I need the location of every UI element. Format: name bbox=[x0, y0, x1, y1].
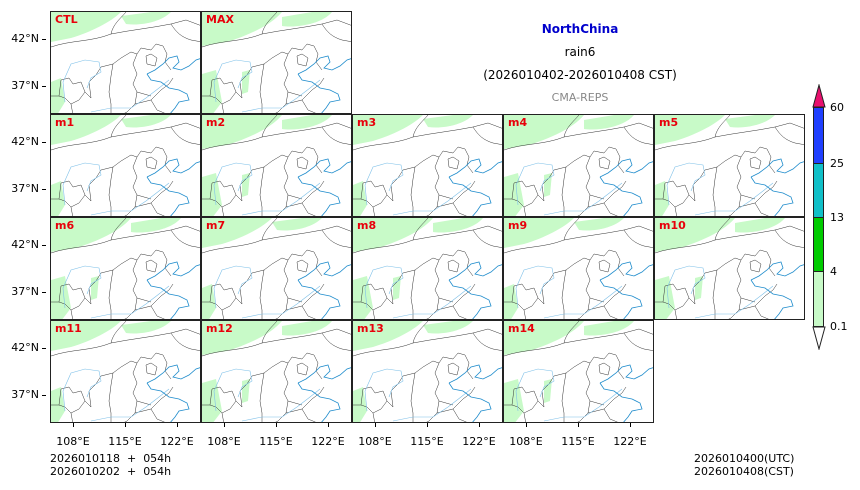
precipitation-map bbox=[202, 321, 352, 422]
colorbar-label-60: 60 bbox=[830, 101, 844, 114]
lon-tick-mark bbox=[73, 423, 74, 427]
lon-tick-mark bbox=[375, 423, 376, 427]
lat-tick-label: 42°N bbox=[11, 32, 46, 45]
precipitation-map bbox=[202, 218, 352, 319]
map-panel-m9: m9 bbox=[503, 217, 654, 320]
panel-label: MAX bbox=[206, 13, 234, 26]
lon-tick-label: 115°E bbox=[108, 435, 142, 448]
precipitation-map bbox=[353, 218, 503, 319]
panel-label: m7 bbox=[206, 219, 226, 232]
lat-tick-label: 37°N bbox=[11, 182, 46, 195]
panel-label: m4 bbox=[508, 116, 528, 129]
precipitation-map bbox=[504, 218, 654, 319]
map-panel-max: MAX bbox=[201, 11, 352, 114]
map-panel-m10: m10 bbox=[654, 217, 805, 320]
lon-tick-label: 122°E bbox=[462, 435, 496, 448]
panel-label: m12 bbox=[206, 322, 233, 335]
valid-time-utc: 2026010400(UTC) bbox=[694, 452, 795, 465]
colorbar-label-13: 13 bbox=[830, 211, 844, 224]
precipitation-map bbox=[51, 321, 201, 422]
lon-tick-mark bbox=[328, 423, 329, 427]
precipitation-map bbox=[51, 218, 201, 319]
lon-tick-mark bbox=[526, 423, 527, 427]
colorbar-extend-max-arrow bbox=[812, 84, 826, 108]
lat-tick-label: 37°N bbox=[11, 388, 46, 401]
lon-tick-mark bbox=[224, 423, 225, 427]
lon-tick-label: 108°E bbox=[358, 435, 392, 448]
map-region-title: NorthChina bbox=[541, 22, 619, 36]
period-title: (2026010402-2026010408 CST) bbox=[483, 68, 677, 82]
precipitation-map bbox=[51, 12, 201, 113]
lat-tick-label: 42°N bbox=[11, 135, 46, 148]
lon-tick-mark bbox=[630, 423, 631, 427]
lon-tick-label: 115°E bbox=[410, 435, 444, 448]
precipitation-map bbox=[202, 115, 352, 216]
colorbar-bin-4-13 bbox=[813, 217, 824, 272]
lon-tick-label: 122°E bbox=[311, 435, 345, 448]
precipitation-map bbox=[353, 321, 503, 422]
variable-title: rain6 bbox=[564, 45, 596, 59]
precipitation-map bbox=[51, 115, 201, 216]
model-title: CMA-REPS bbox=[551, 91, 609, 104]
map-panel-m4: m4 bbox=[503, 114, 654, 217]
colorbar-bin-25-60 bbox=[813, 107, 824, 164]
map-panel-m11: m11 bbox=[50, 320, 201, 423]
valid-time-cst: 2026010408(CST) bbox=[694, 465, 794, 478]
lon-tick-mark bbox=[276, 423, 277, 427]
lon-tick-mark bbox=[479, 423, 480, 427]
panel-label: m8 bbox=[357, 219, 377, 232]
lon-tick-label: 122°E bbox=[613, 435, 647, 448]
map-panel-ctl: CTL bbox=[50, 11, 201, 114]
panel-label: m2 bbox=[206, 116, 226, 129]
map-panel-m6: m6 bbox=[50, 217, 201, 320]
precipitation-map bbox=[655, 218, 805, 319]
lat-tick-label: 42°N bbox=[11, 238, 46, 251]
colorbar-bin-0.1-4 bbox=[813, 271, 824, 327]
precipitation-map bbox=[655, 115, 805, 216]
colorbar-label-25: 25 bbox=[830, 157, 844, 170]
panel-label: m14 bbox=[508, 322, 535, 335]
init-time-line1: 2026010118 + 054h bbox=[50, 452, 172, 465]
map-panel-m1: m1 bbox=[50, 114, 201, 217]
lon-tick-mark bbox=[125, 423, 126, 427]
panel-label: m3 bbox=[357, 116, 377, 129]
lon-tick-label: 108°E bbox=[509, 435, 543, 448]
map-panel-m2: m2 bbox=[201, 114, 352, 217]
lat-tick-label: 42°N bbox=[11, 341, 46, 354]
lon-tick-label: 108°E bbox=[56, 435, 90, 448]
panel-label: m10 bbox=[659, 219, 686, 232]
precipitation-map bbox=[504, 115, 654, 216]
lon-tick-mark bbox=[177, 423, 178, 427]
colorbar-label-4: 4 bbox=[830, 265, 837, 278]
lon-tick-label: 122°E bbox=[160, 435, 194, 448]
map-panel-m5: m5 bbox=[654, 114, 805, 217]
precipitation-map bbox=[504, 321, 654, 422]
precipitation-map bbox=[353, 115, 503, 216]
panel-label: m9 bbox=[508, 219, 528, 232]
map-panel-m12: m12 bbox=[201, 320, 352, 423]
panel-label: m1 bbox=[55, 116, 75, 129]
colorbar-extend-min-arrow bbox=[812, 326, 826, 350]
lat-tick-label: 37°N bbox=[11, 79, 46, 92]
lon-tick-mark bbox=[427, 423, 428, 427]
map-panel-m7: m7 bbox=[201, 217, 352, 320]
map-panel-m8: m8 bbox=[352, 217, 503, 320]
colorbar-bin-13-25 bbox=[813, 163, 824, 218]
map-panel-m3: m3 bbox=[352, 114, 503, 217]
lat-tick-label: 37°N bbox=[11, 285, 46, 298]
precipitation-map bbox=[202, 12, 352, 113]
colorbar-label-0.1: 0.1 bbox=[830, 320, 848, 333]
panel-label: m6 bbox=[55, 219, 75, 232]
panel-label: CTL bbox=[55, 13, 78, 26]
map-panel-m13: m13 bbox=[352, 320, 503, 423]
panel-label: m11 bbox=[55, 322, 82, 335]
lon-tick-mark bbox=[578, 423, 579, 427]
panel-label: m13 bbox=[357, 322, 384, 335]
lon-tick-label: 108°E bbox=[207, 435, 241, 448]
map-panel-m14: m14 bbox=[503, 320, 654, 423]
init-time-line2: 2026010202 + 054h bbox=[50, 465, 172, 478]
panel-label: m5 bbox=[659, 116, 679, 129]
lon-tick-label: 115°E bbox=[561, 435, 595, 448]
lon-tick-label: 115°E bbox=[259, 435, 293, 448]
